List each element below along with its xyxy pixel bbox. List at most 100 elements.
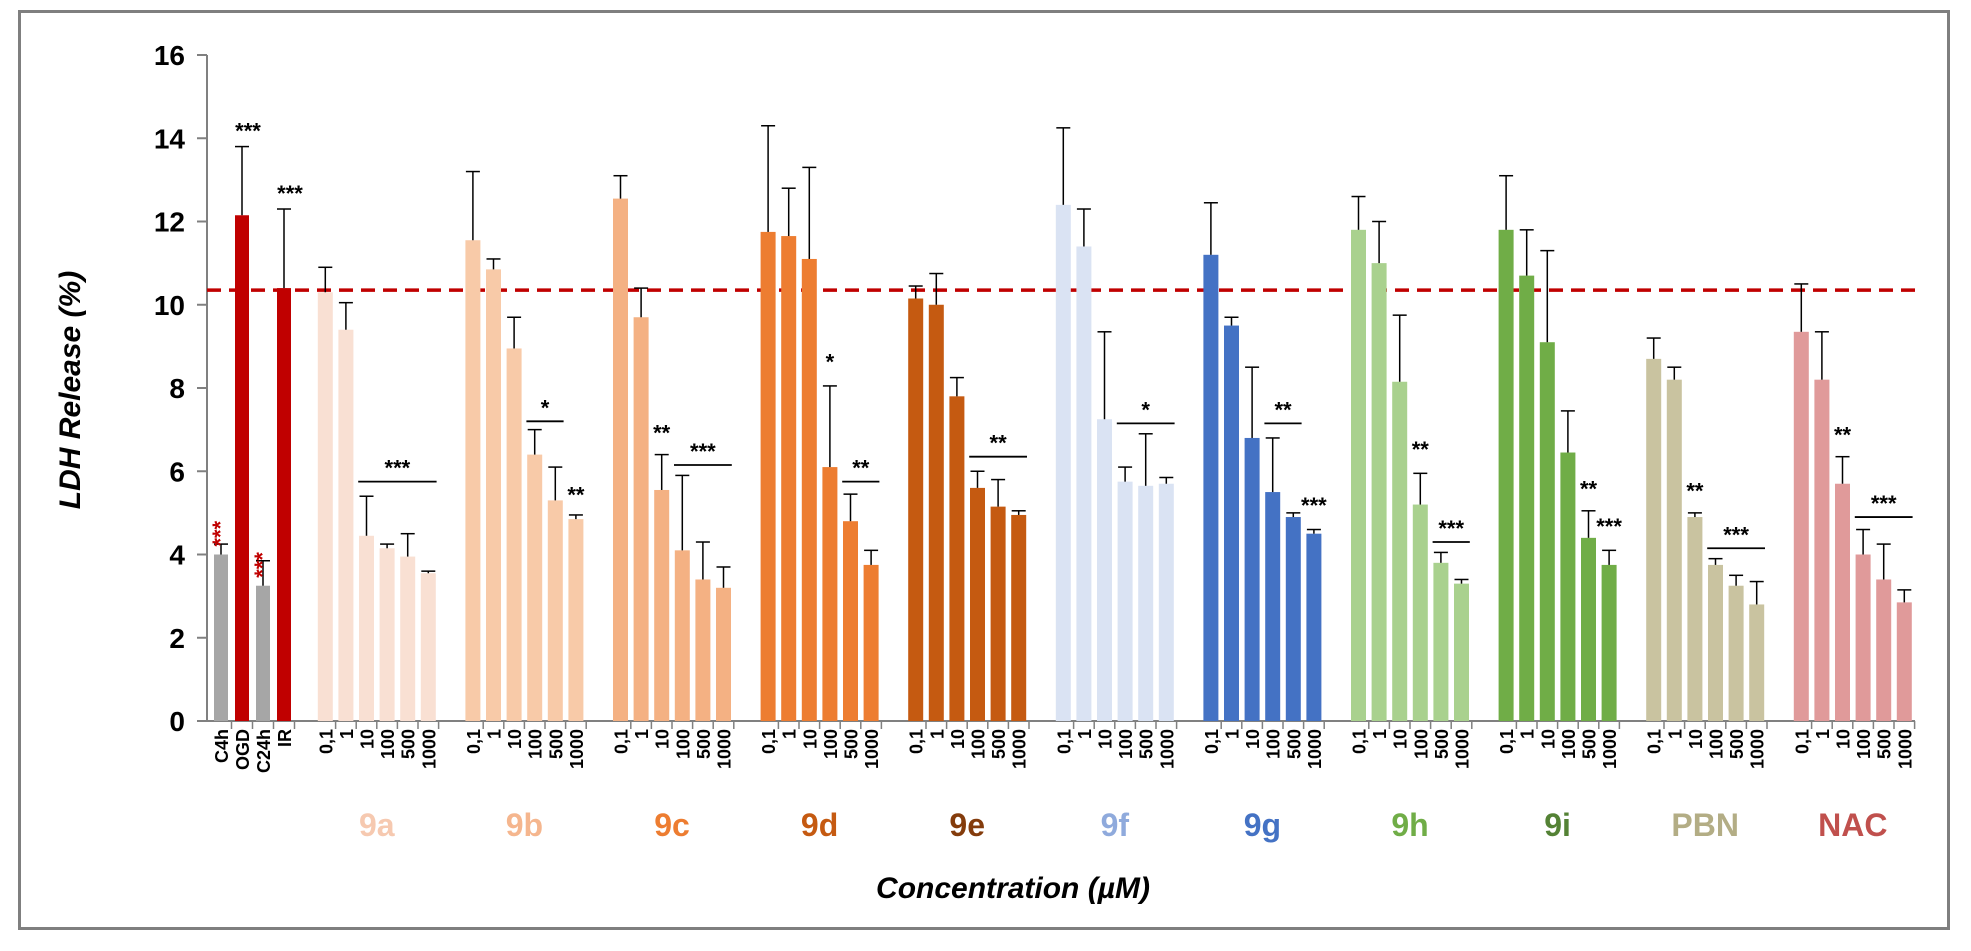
concentration-label: 500 [842,729,862,759]
group-9i-c4-bar [1581,537,1596,721]
concentration-label: 1000 [1895,729,1915,769]
group-9a-c5-bar [420,573,436,721]
significance-stars: *** [1438,516,1464,541]
group-nac-c2-bar [1835,483,1850,721]
control-c24h-bar [256,585,270,721]
concentration-label: 1 [1075,729,1095,739]
significance-stars: *** [277,181,303,206]
concentration-label: 1000 [1453,729,1473,769]
group-9d-c3-bar [822,467,838,721]
group-9c-c4-bar [695,579,711,721]
concentration-label: 100 [1411,729,1431,759]
concentration-label: 10 [800,729,820,749]
y-axis-title: LDH Release (%) [54,271,87,509]
group-9e-c0-bar [908,298,924,721]
y-tick-label: 8 [169,373,185,404]
group-9i-c1-bar [1519,275,1535,721]
group-pbn-c1-bar [1666,379,1682,721]
group-9b-c0-bar [465,240,481,721]
group-9c-c2-bar [654,489,670,721]
concentration-label: 0,1 [1202,729,1222,754]
group-nac-c0-bar [1793,331,1809,721]
group-label-9b: 9b [506,807,543,843]
group-9i-c3-bar [1560,452,1576,721]
concentration-label: 500 [399,729,419,759]
group-9a-c0-bar [317,292,333,721]
group-label-9e: 9e [949,807,985,843]
significance-stars: ** [1834,422,1852,447]
concentration-label: 1000 [1748,729,1768,769]
group-9b-c5-bar [568,519,584,721]
control-c4h-bar [214,554,228,721]
group-9a-c4-bar [400,556,416,721]
concentration-label: 0,1 [464,729,484,754]
concentration-label: 1000 [1010,729,1030,769]
group-9a-c3-bar [379,548,395,721]
concentration-label: 0,1 [907,729,927,754]
significance-stars: * [826,350,835,375]
group-9h-c5-bar [1454,583,1469,721]
concentration-label: 1 [1665,729,1685,739]
concentration-label: 1 [1813,729,1833,739]
significance-stars: ** [852,456,870,481]
significance-stars: *** [690,439,716,464]
group-9f-c5-bar [1158,483,1174,721]
concentration-label: 500 [1284,729,1304,759]
group-9g-c3-bar [1265,492,1281,721]
concentration-label: 1 [337,729,357,739]
group-label-9g: 9g [1244,807,1281,843]
concentration-label: 1000 [567,729,587,769]
group-pbn-c4-bar [1728,585,1744,721]
concentration-label: 100 [526,729,546,759]
group-9f-c2-bar [1097,419,1112,721]
significance-stars: *** [385,456,411,481]
y-tick-label: 16 [154,40,185,71]
y-tick-label: 14 [154,123,186,154]
group-9e-c2-bar [949,396,965,721]
group-9g-c4-bar [1285,517,1301,721]
group-9g-c0-bar [1203,254,1219,722]
group-9b-c4-bar [547,500,563,721]
significance-stars: ** [1274,397,1292,422]
concentration-label: 10 [1391,729,1411,749]
concentration-label: 1000 [715,729,735,769]
significance-stars: ** [1580,476,1598,501]
concentration-label: 100 [821,729,841,759]
concentration-label: 100 [378,729,398,759]
group-label-9f: 9f [1101,807,1130,843]
group-9d-c1-bar [781,236,797,721]
group-9f-c4-bar [1138,485,1154,721]
group-pbn-c0-bar [1646,358,1662,721]
concentration-label: 0,1 [759,729,779,754]
group-9f-c0-bar [1055,204,1071,722]
group-9e-c3-bar [970,487,985,721]
group-9f-c3-bar [1117,481,1133,721]
concentration-label: 10 [1834,729,1854,749]
significance-stars: * [1141,397,1150,422]
concentration-label: 1 [927,729,947,739]
y-tick-label: 4 [169,540,185,571]
control-label: C4h [212,729,232,763]
group-nac-c5-bar [1896,602,1912,721]
group-9c-c1-bar [633,317,649,721]
concentration-label: 1 [1223,729,1243,739]
concentration-label: 100 [1854,729,1874,759]
group-label-9i: 9i [1544,807,1571,843]
group-9h-c2-bar [1392,381,1408,721]
group-label-9d: 9d [801,807,838,843]
concentration-label: 1000 [1305,729,1325,769]
concentration-label: 1000 [1157,729,1177,769]
y-tick-label: 12 [154,207,185,238]
group-nac-c3-bar [1855,554,1871,721]
control-label: C24h [254,729,274,773]
group-label-9a: 9a [359,807,395,843]
significance-stars: ** [567,483,585,508]
group-9c-c0-bar [613,198,628,721]
concentration-label: 500 [1727,729,1747,759]
group-9i-c5-bar [1601,564,1617,721]
concentration-label: 10 [358,729,378,749]
concentration-label: 100 [673,729,693,759]
significance-stars: ** [990,431,1008,456]
group-9h-c1-bar [1371,263,1387,721]
